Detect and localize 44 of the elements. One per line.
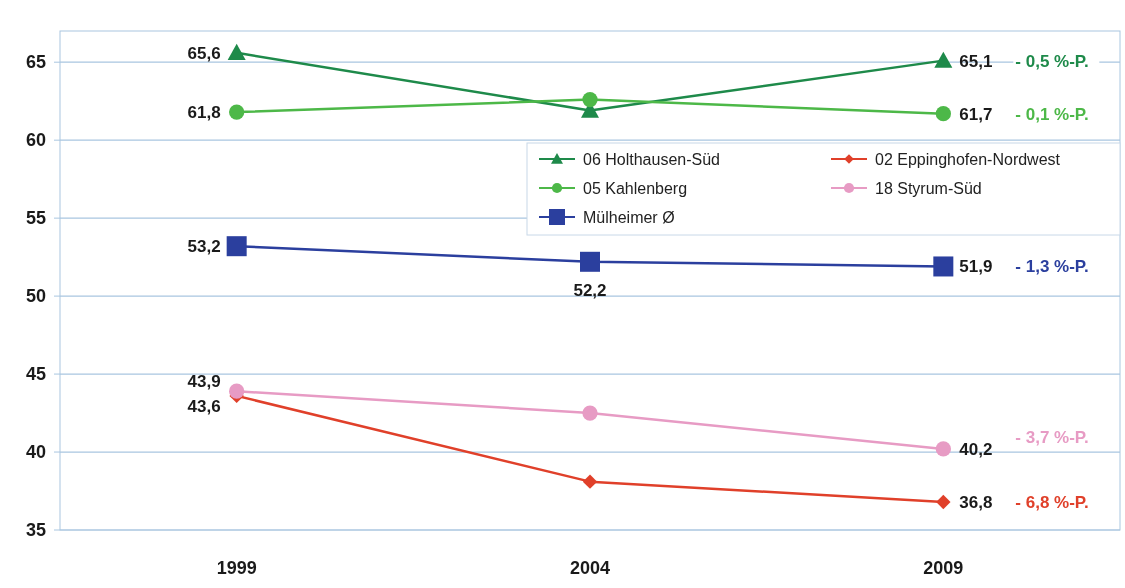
data-label: 61,8 [187,103,221,123]
annotation: - 0,1 %-P. [1015,104,1089,124]
data-label: 65,1 [959,51,993,71]
data-label: 53,2 [187,237,221,257]
annotation: - 0,5 %-P. [1015,51,1089,71]
legend-label: 06 Holthausen-Süd [583,151,720,168]
point [229,383,245,399]
point [933,256,954,277]
legend-label: 05 Kahlenberg [583,180,688,197]
point [582,474,598,489]
point [229,104,245,120]
x-tick-label: 1999 [216,558,257,578]
point [580,251,600,272]
point [227,43,246,61]
data-label: 43,6 [187,396,221,416]
data-label: 52,2 [573,280,607,300]
y-tick-label: 35 [25,520,46,540]
annotation: - 6,8 %-P. [1015,492,1089,512]
y-tick-label: 60 [25,130,46,151]
y-tick-label: 45 [25,364,46,385]
legend-label: 02 Eppinghofen-Nordwest [875,151,1061,168]
data-label: 65,6 [187,43,221,63]
point [582,91,598,108]
data-label: 61,7 [959,104,993,124]
legend-label: Mülheimer Ø [583,209,675,226]
y-tick-label: 65 [25,52,46,73]
data-label: 36,8 [959,492,993,512]
x-tick-label: 2004 [569,558,611,578]
point [935,441,951,457]
y-tick-label: 40 [25,442,46,463]
y-tick-label: 50 [25,286,46,307]
point [582,405,598,421]
annotation: - 1,3 %-P. [1015,257,1089,277]
point [226,236,247,257]
data-label: 40,2 [959,439,993,459]
point [935,106,951,122]
x-tick-label: 2009 [923,558,964,578]
point [934,51,953,68]
legend-label: 18 Styrum-Süd [875,180,982,197]
point [936,494,951,510]
data-label: 43,9 [187,372,221,392]
annotation: - 3,7 %-P. [1015,427,1089,447]
data-label: 51,9 [959,257,993,277]
y-tick-label: 55 [25,208,46,229]
